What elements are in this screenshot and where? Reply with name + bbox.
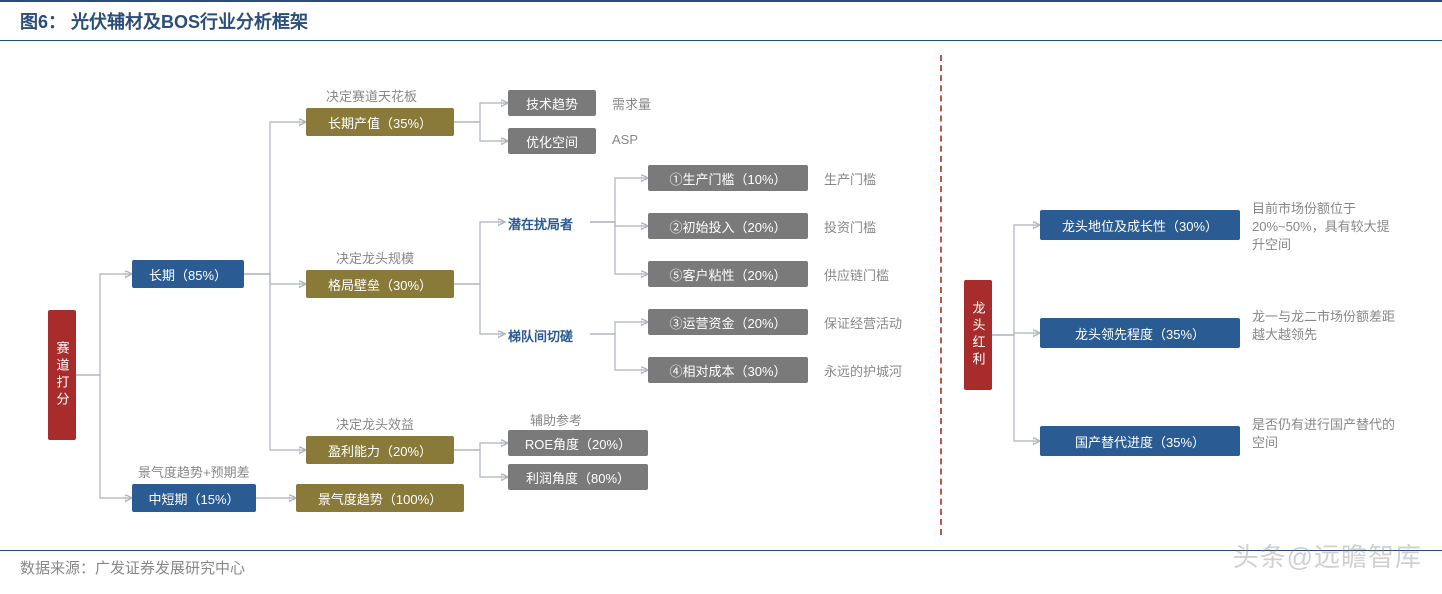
leaf-right-1: 龙头领先程度（35%）	[1040, 318, 1240, 348]
node-yingli: 盈利能力（20%）	[306, 436, 454, 464]
leaf-geju-4: ④相对成本（30%）	[648, 357, 808, 383]
leaf-yingli-0: ROE角度（20%）	[508, 430, 648, 456]
desc-geju-4: 永远的护城河	[824, 361, 902, 380]
figure-title: 图6： 光伏辅材及BOS行业分析框架	[0, 0, 1442, 41]
node-geju: 格局壁垒（30%）	[306, 270, 454, 298]
cap-short-term: 景气度趋势+预期差	[138, 462, 250, 481]
node-short-term: 中短期（15%）	[132, 484, 256, 512]
desc-right-1: 龙一与龙二市场份额差距越大越领先	[1252, 308, 1402, 344]
branch-b: 梯队间切磋	[508, 326, 573, 345]
cap-yingli-aux: 辅助参考	[530, 410, 582, 429]
root-left: 赛道打分	[48, 310, 76, 440]
desc-chanyi-0: 需求量	[612, 94, 651, 113]
leaf-right-2: 国产替代进度（35%）	[1040, 426, 1240, 456]
desc-geju-1: 投资门槛	[824, 217, 876, 236]
leaf-geju-0: ①生产门槛（10%）	[648, 165, 808, 191]
desc-right-2: 是否仍有进行国产替代的空间	[1252, 416, 1402, 452]
leaf-geju-3: ③运营资金（20%）	[648, 309, 808, 335]
root-right: 龙头红利	[964, 280, 992, 390]
leaf-right-0: 龙头地位及成长性（30%）	[1040, 210, 1240, 240]
desc-geju-2: 供应链门槛	[824, 265, 889, 284]
cap-yingli: 决定龙头效益	[336, 414, 414, 433]
leaf-chanyi-1: 优化空间	[508, 128, 596, 154]
source-label: 数据来源：广发证券发展研究中心	[0, 550, 1442, 584]
desc-geju-3: 保证经营活动	[824, 313, 902, 332]
branch-a: 潜在扰局者	[508, 214, 573, 233]
leaf-chanyi-0: 技术趋势	[508, 90, 596, 116]
leaf-yingli-1: 利润角度（80%）	[508, 464, 648, 490]
node-long-term: 长期（85%）	[132, 260, 244, 288]
watermark: 头条@远瞻智库	[1233, 537, 1422, 574]
divider	[940, 55, 942, 535]
desc-right-0: 目前市场份额位于20%~50%，具有较大提升空间	[1252, 200, 1402, 255]
cap-chanyi: 决定赛道天花板	[326, 86, 417, 105]
leaf-geju-1: ②初始投入（20%）	[648, 213, 808, 239]
cap-geju: 决定龙头规模	[336, 248, 414, 267]
desc-geju-0: 生产门槛	[824, 169, 876, 188]
node-jingqi: 景气度趋势（100%）	[296, 484, 464, 512]
leaf-geju-2: ⑤客户粘性（20%）	[648, 261, 808, 287]
desc-chanyi-1: ASP	[612, 132, 638, 147]
node-chanyi: 长期产值（35%）	[306, 108, 454, 136]
